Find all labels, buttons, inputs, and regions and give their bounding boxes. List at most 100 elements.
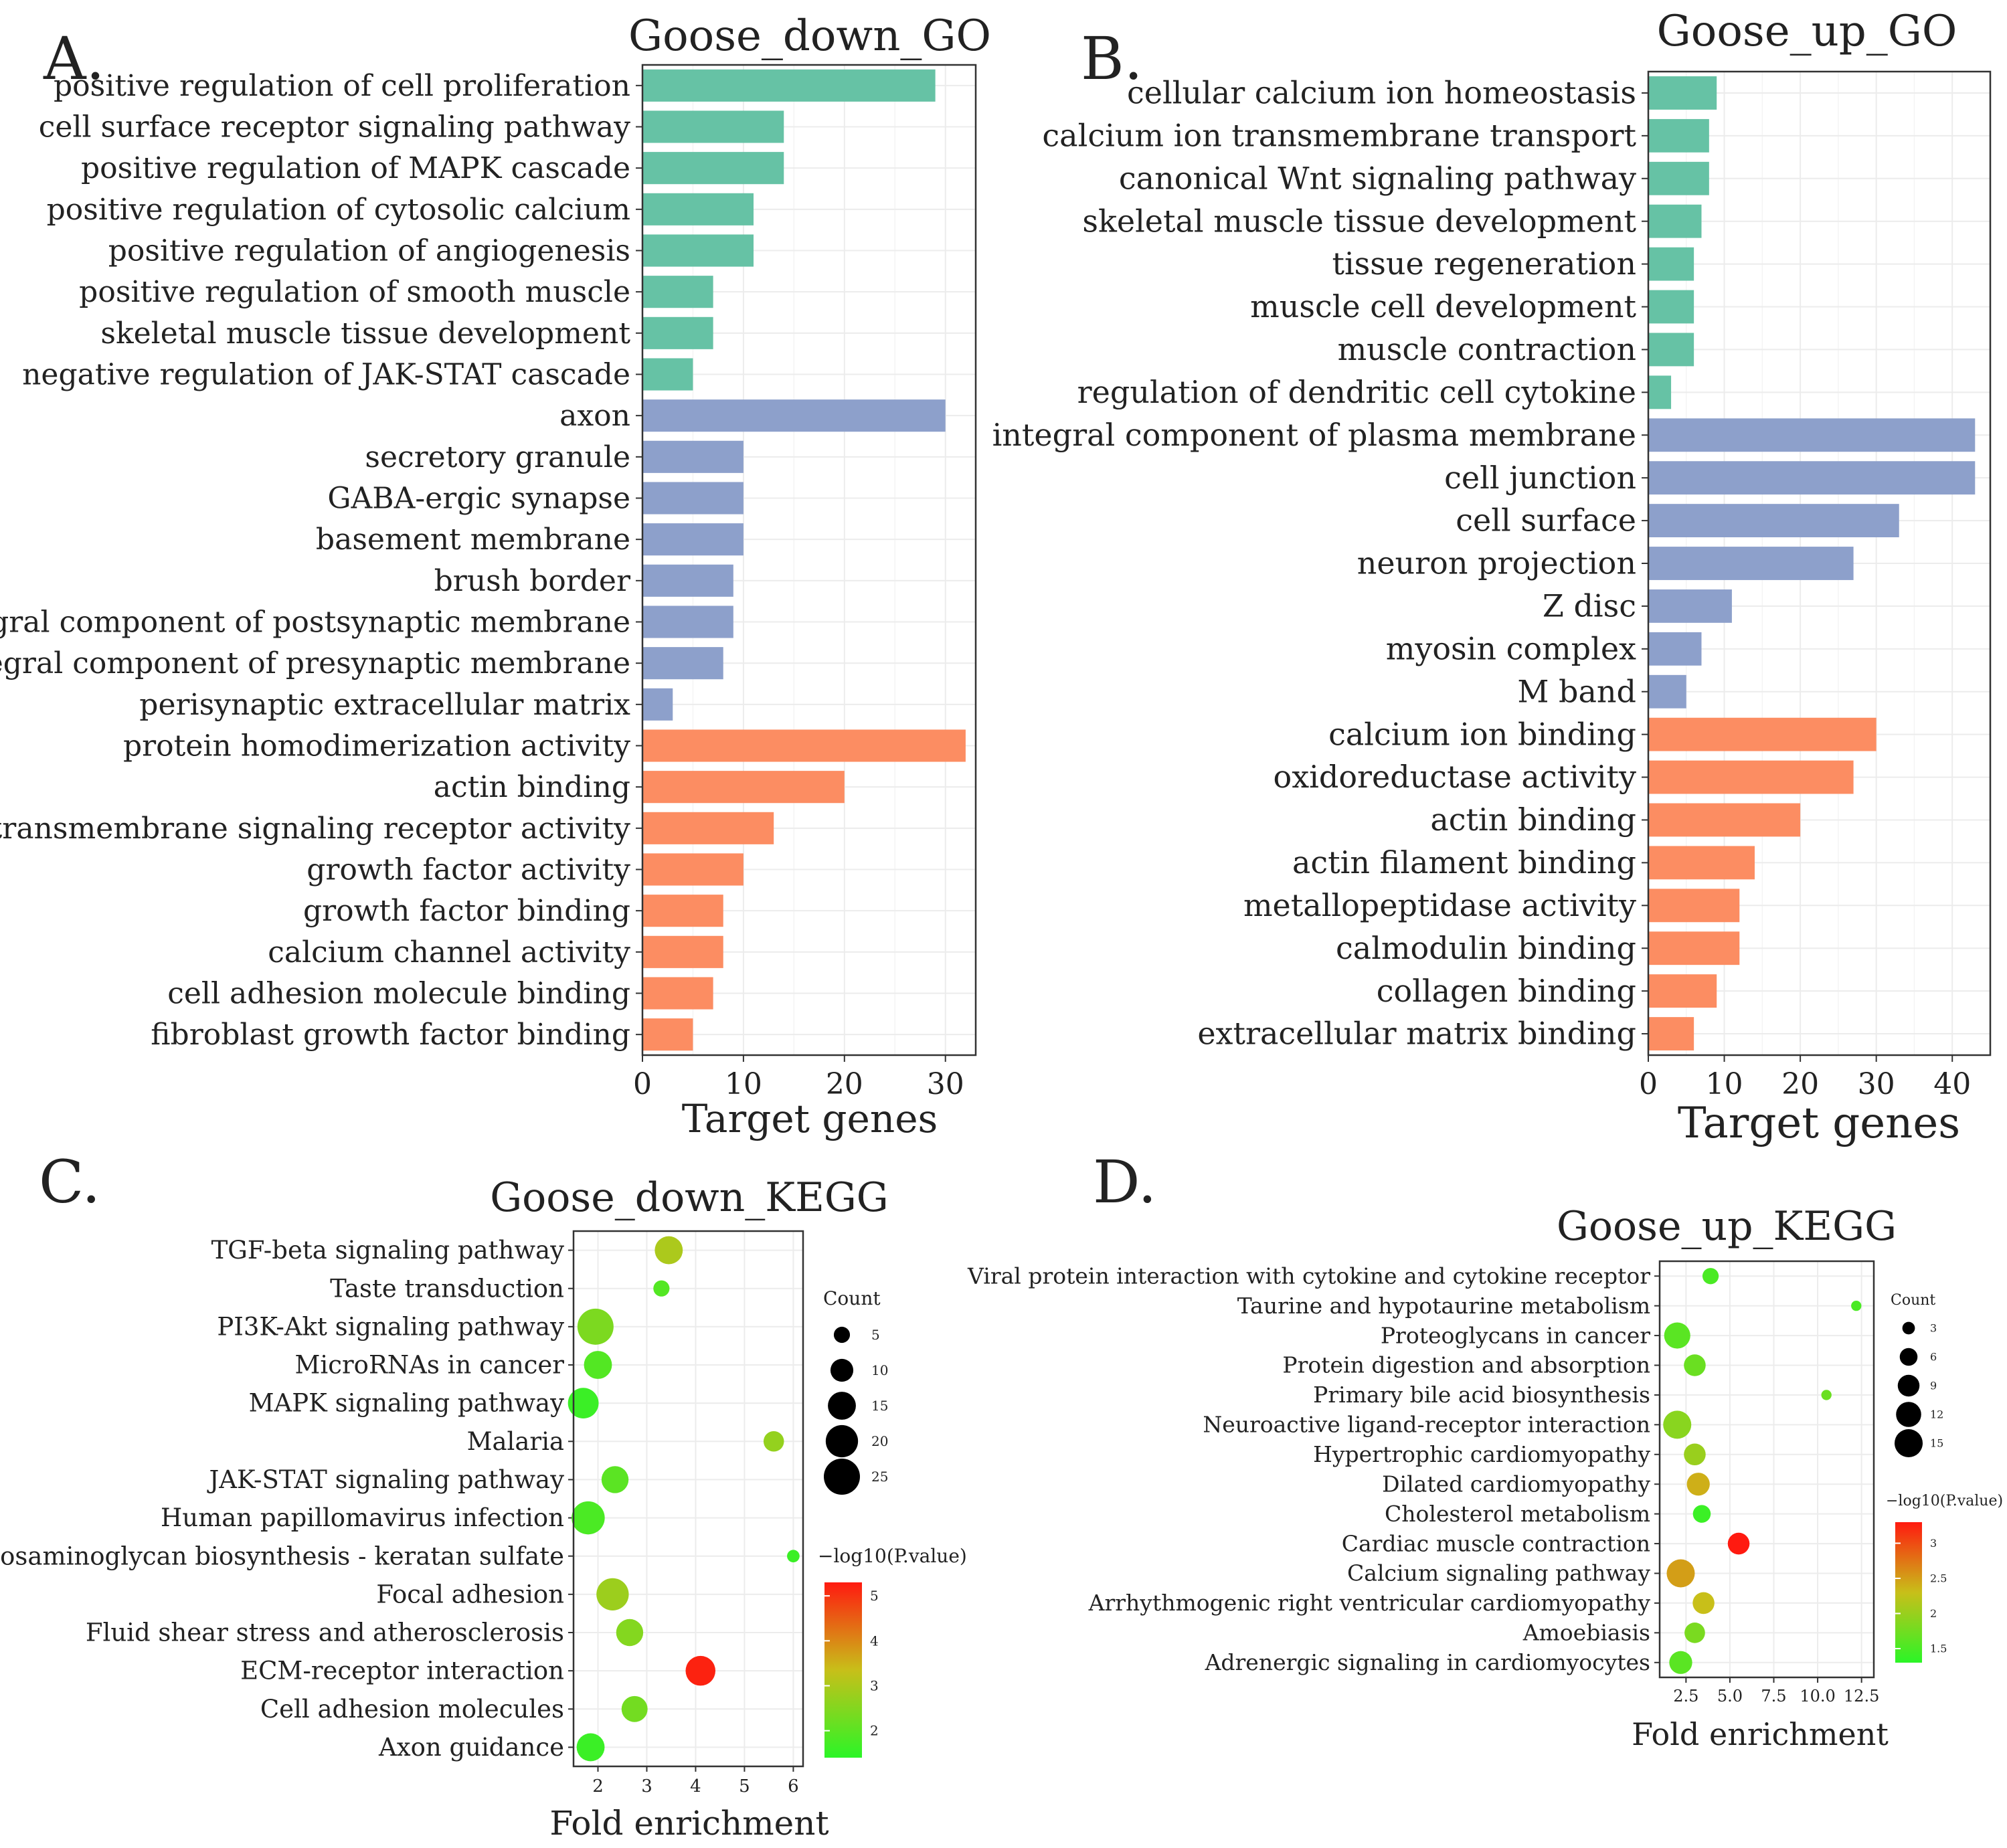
x-tick-label: 10 [725,1067,762,1101]
bar [1648,1017,1694,1050]
bar [642,440,744,473]
panel-d-title: Goose_up_KEGG [1557,1203,1897,1250]
y-tick-label: Dilated cardiomyopathy [1382,1471,1650,1497]
data-point [1692,1592,1715,1614]
bar [642,564,733,597]
y-tick-label: skeletal muscle tissue development [100,316,630,351]
x-tick-label: 0 [633,1067,652,1101]
bar [1648,803,1801,837]
panel-c-size-legend-title: Count [823,1287,881,1309]
data-point [1727,1532,1750,1555]
y-tick-label: Hypertrophic cardiomyopathy [1313,1441,1650,1467]
y-tick-label: growth factor activity [307,852,630,887]
data-point [621,1695,648,1722]
y-tick-label: JAK-STAT signaling pathway [206,1465,564,1494]
y-tick-label: integral component of plasma membrane [992,417,1636,453]
data-point [763,1431,784,1452]
y-tick-label: positive regulation of MAPK cascade [81,151,630,185]
bar [642,1018,693,1051]
y-tick-label: neuron projection [1357,545,1636,581]
panel-c-color-legend-title: −log10(P.value) [818,1545,967,1567]
y-tick-label: Calcium signaling pathway [1347,1560,1650,1586]
panel-c-letter: C. [39,1147,100,1216]
bar [1648,76,1717,110]
data-point [1669,1651,1692,1674]
y-tick-label: Cholesterol metabolism [1385,1501,1650,1527]
bar [1648,931,1740,965]
panel-d-x-axis-label: Fold enrichment [1632,1716,1889,1752]
y-tick-label: actin binding [434,770,630,804]
y-tick-label: protein homodimerization activity [123,729,630,763]
panel-d-color-legend-title: −log10(P.value) [1886,1493,2003,1509]
size-legend-dot [1899,1348,1918,1366]
size-legend-label: 6 [1930,1351,1937,1364]
bar [1648,461,1976,495]
data-point [1684,1354,1706,1376]
x-tick-label: 5 [739,1776,750,1796]
y-tick-label: myosin complex [1386,630,1636,666]
data-point [1692,1505,1711,1523]
bar [642,234,754,267]
data-point [616,1619,644,1647]
x-tick-label: 20 [826,1067,863,1101]
x-tick-label: 10.0 [1800,1687,1835,1705]
bar [642,688,673,721]
size-legend-label: 9 [1930,1380,1937,1392]
y-tick-label: brush border [434,564,631,598]
size-legend-label: 12 [1930,1408,1943,1421]
bar [642,482,744,515]
y-tick-label: fibroblast growth factor binding [151,1018,630,1052]
data-point [1686,1473,1710,1496]
y-tick-label: canonical Wnt signaling pathway [1119,160,1636,196]
size-legend-dot [825,1424,859,1458]
bar [1648,247,1694,281]
x-tick-label: 2 [592,1776,604,1796]
y-tick-label: Taurine and hypotaurine metabolism [1237,1293,1650,1319]
plot-border [1658,1260,1875,1679]
color-legend-label: 1.5 [1930,1643,1947,1655]
size-legend-dot [828,1392,856,1420]
bar [1648,846,1755,880]
bar [1648,418,1976,452]
panel-d-legend: Count −log10(P.value) 3 6 9 12 15 3 2.5 2 1.5 [1886,1292,2003,1663]
y-tick-label: calmodulin binding [1336,930,1636,966]
size-legend-dot [833,1326,851,1344]
x-tick-label: 12.5 [1844,1687,1879,1705]
bar [1648,717,1877,751]
panel-d-plot-area: 2.5 5.0 7.5 10.0 12.5 Viral protein interacti… [967,1260,1879,1705]
data-point [1684,1623,1705,1643]
x-tick-label: 20 [1781,1067,1819,1101]
bar [1648,547,1854,580]
size-legend-label: 3 [1930,1322,1937,1335]
panel-a-x-axis-label: Target genes [682,1096,938,1141]
x-tick-label: 3 [641,1776,652,1796]
bar [1648,974,1717,1008]
y-tick-label: Neuroactive ligand-receptor interaction [1203,1412,1650,1438]
size-legend-dot [830,1358,854,1382]
plot-border [641,64,977,1056]
size-legend-dot [1902,1321,1915,1335]
y-tick-label: Amoebiasis [1522,1620,1650,1646]
x-tick-label: 7.5 [1761,1687,1786,1705]
x-tick-label: 4 [690,1776,701,1796]
bar [642,399,946,432]
y-tick-label: calcium ion binding [1328,716,1636,752]
panel-c-plot-area: 2 3 4 5 6 TGF-beta signaling pathway Taste tra… [0,1230,804,1796]
panel-b-title: Goose_up_GO [1657,7,1957,56]
data-point [1821,1390,1832,1400]
data-point [1666,1559,1695,1588]
y-tick-label: perisynaptic extracellular matrix [139,688,630,722]
y-tick-label: secretory granule [365,440,630,474]
panel-c-legend: Count −log10(P.value) 5 10 15 20 25 5 4 3 2 [818,1287,967,1758]
bar [642,935,723,968]
y-tick-label: Malaria [467,1427,564,1456]
bar [1648,760,1854,794]
y-tick-label: skeletal muscle tissue development [1082,203,1636,239]
bar [1648,589,1732,623]
bar [1648,333,1694,367]
panel-a-letter: A. [43,24,105,93]
y-tick-label: Glycosaminoglycan biosynthesis - keratan… [0,1542,564,1570]
y-tick-label: Proteoglycans in cancer [1381,1322,1650,1348]
color-legend-label: 2 [1930,1607,1937,1620]
